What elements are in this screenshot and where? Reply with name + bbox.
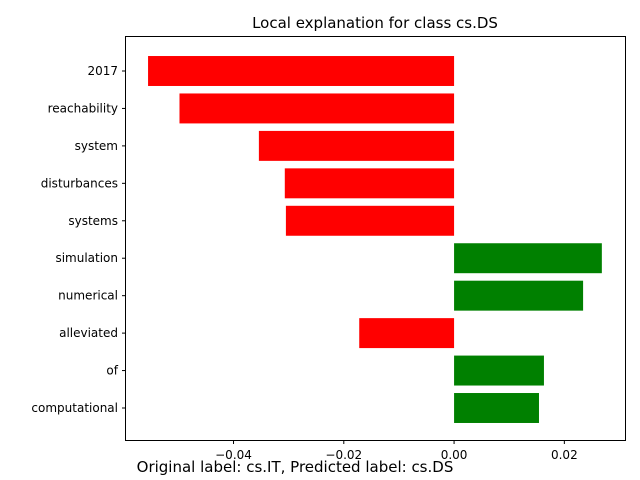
caption: Original label: cs.IT, Predicted label: … (136, 458, 454, 476)
plot-frame (125, 36, 626, 441)
chart-title: Local explanation for class cs.DS (252, 14, 498, 32)
x-tick-label: −0.02 (325, 448, 362, 462)
y-tick-label: numerical (58, 289, 118, 303)
bar-simulation (454, 243, 602, 274)
y-tick-label: simulation (55, 251, 118, 265)
bar-of (454, 355, 544, 386)
bar-alleviated (359, 318, 455, 349)
x-tick-label: 0.00 (441, 448, 468, 462)
bar-systems (285, 205, 455, 236)
bar-numerical (454, 280, 584, 311)
bar-system (258, 130, 455, 161)
bar-reachability (179, 93, 455, 124)
y-tick-label: alleviated (59, 326, 118, 340)
y-tick-label: computational (31, 401, 118, 415)
y-tick-label: reachability (48, 101, 118, 115)
caption-container: Original label: cs.IT, Predicted label: … (0, 458, 640, 476)
y-tick-label: of (106, 364, 118, 378)
bars-group (148, 56, 602, 423)
x-tick-label: 0.02 (551, 448, 578, 462)
bar-disturbances (284, 168, 455, 199)
bar-computational (454, 393, 539, 423)
bar-2017 (148, 56, 455, 86)
y-tick-label: systems (68, 214, 118, 228)
x-axis-ticks: −0.04 −0.02 0.00 0.02 (215, 440, 578, 462)
y-tick-label: disturbances (41, 176, 118, 190)
y-tick-label: 2017 (87, 64, 118, 78)
y-axis-ticks: 2017 reachability system disturbances system… (31, 64, 126, 415)
y-tick-label: system (75, 139, 118, 153)
x-tick-label: −0.04 (215, 448, 252, 462)
